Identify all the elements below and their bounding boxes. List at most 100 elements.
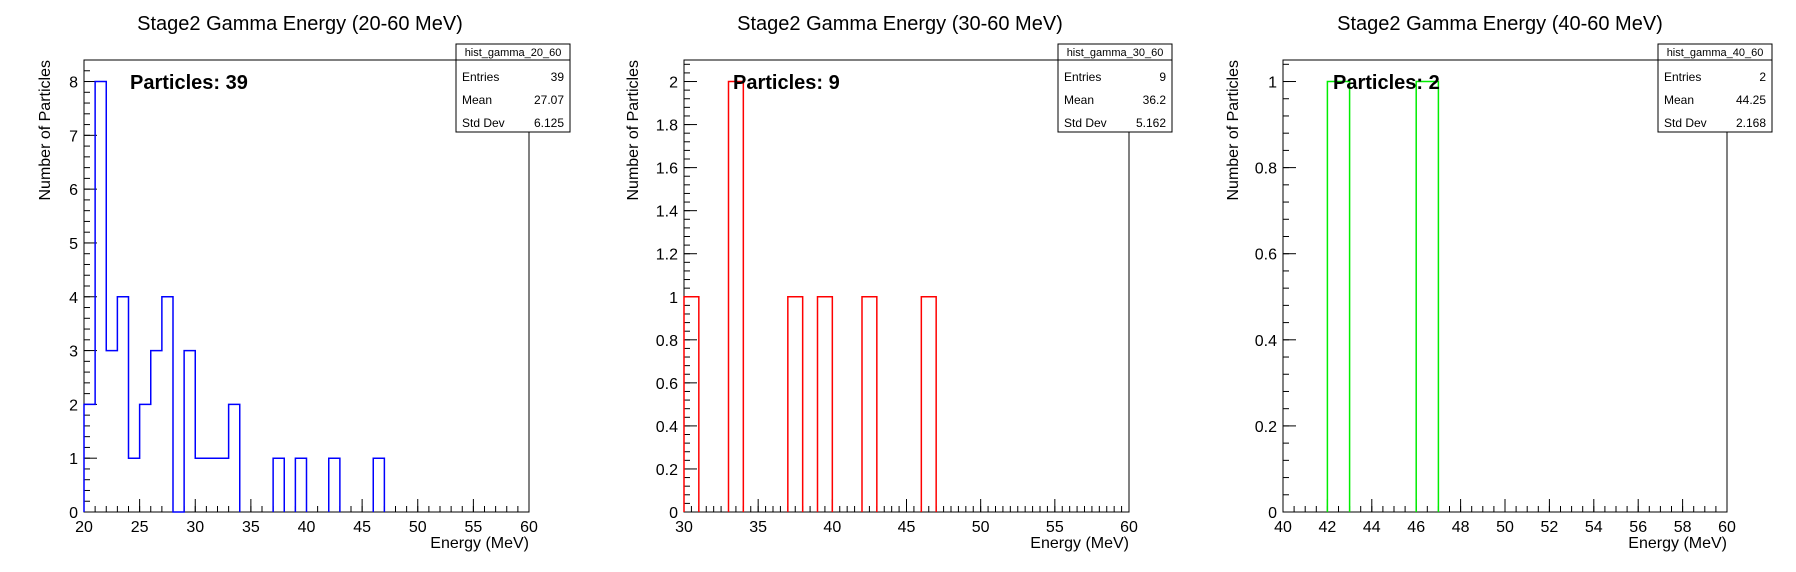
stats-value-stddev: 6.125 [534,116,564,130]
x-tick-label: 35 [749,519,767,536]
y-axis-label: Number of Particles [1225,60,1242,201]
x-tick-label: 55 [464,519,482,536]
x-tick-label: 60 [520,519,538,536]
y-tick-label: 8 [69,75,78,92]
x-tick-label: 60 [1120,519,1138,536]
x-tick-label: 55 [1046,519,1064,536]
y-tick-label: 0.4 [1255,333,1277,350]
y-tick-label: 1.4 [656,204,678,221]
x-axis-label: Energy (MeV) [430,535,529,552]
y-tick-label: 0.4 [656,419,678,436]
stats-box: hist_gamma_20_60 Entries 39 Mean 27.07 S… [455,43,571,133]
y-tick-label: 1.6 [656,161,678,178]
stats-value-mean: 44.25 [1736,93,1766,107]
y-tick-label: 0 [669,505,678,522]
y-tick-label: 7 [69,128,78,145]
x-tick-label: 58 [1674,519,1692,536]
y-tick-label: 5 [69,236,78,253]
y-tick-label: 2 [669,75,678,92]
x-tick-label: 42 [1319,519,1337,536]
stats-label-stddev: Std Dev [1064,116,1107,130]
stats-label-mean: Mean [1064,93,1094,107]
y-tick-label: 0.8 [1255,161,1277,178]
stats-box-name: hist_gamma_20_60 [465,47,562,59]
x-tick-label: 60 [1718,519,1736,536]
x-tick-label: 48 [1452,519,1470,536]
x-tick-label: 56 [1629,519,1647,536]
histogram-panel-1: Stage2 Gamma Energy (20-60 MeV) 20 25 30 35… [37,13,571,552]
x-tick-label: 40 [823,519,841,536]
y-tick-label: 0 [1268,505,1277,522]
y-tick-label: 0.6 [1255,247,1277,264]
x-tick-label: 40 [1274,519,1292,536]
y-axis-label: Number of Particles [625,60,642,201]
y-tick-label: 0.8 [656,333,678,350]
x-axis-label: Energy (MeV) [1030,535,1129,552]
stats-label-entries: Entries [1664,70,1701,84]
y-tick-label: 4 [69,290,78,307]
stats-value-stddev: 5.162 [1136,116,1166,130]
chart-title: Stage2 Gamma Energy (30-60 MeV) [737,13,1063,35]
y-tick-label: 3 [69,344,78,361]
y-tick-label: 6 [69,182,78,199]
particles-annotation: Particles: 39 [130,72,248,94]
y-tick-label: 1.8 [656,118,678,135]
y-tick-label: 1.2 [656,247,678,264]
tick-labels: 40 42 44 46 48 50 52 54 56 58 60 0 0.2 0.4 0.6 0.8 1 [1255,75,1736,536]
x-tick-label: 30 [186,519,204,536]
stats-label-mean: Mean [1664,93,1694,107]
x-tick-label: 44 [1363,519,1381,536]
x-tick-label: 50 [972,519,990,536]
stats-box-frame [1057,43,1173,133]
y-axis-label: Number of Particles [37,60,54,201]
chart-title: Stage2 Gamma Energy (20-60 MeV) [137,13,463,35]
y-tick-label: 1 [69,451,78,468]
y-tick-label: 2 [69,397,78,414]
x-tick-label: 45 [353,519,371,536]
stats-value-entries: 9 [1159,70,1166,84]
histogram-panel-2: Stage2 Gamma Energy (30-60 MeV) 30 35 40 45… [625,13,1173,552]
stats-box-name: hist_gamma_40_60 [1667,47,1764,59]
x-tick-label: 50 [409,519,427,536]
stats-label-mean: Mean [462,93,492,107]
y-tick-label: 0 [69,505,78,522]
stats-label-stddev: Std Dev [1664,116,1707,130]
x-axis-label: Energy (MeV) [1628,535,1727,552]
x-tick-label: 30 [675,519,693,536]
particles-annotation: Particles: 9 [733,72,840,94]
x-tick-label: 52 [1541,519,1559,536]
y-tick-label: 0.6 [656,376,678,393]
chart-title: Stage2 Gamma Energy (40-60 MeV) [1337,13,1663,35]
stats-box-name: hist_gamma_30_60 [1067,47,1164,59]
tick-labels: 30 35 40 45 50 55 60 0 0.2 0.4 0.6 0.8 1 1.2 1.4 1.6 1.8… [656,75,1138,536]
stats-box-frame [455,43,571,133]
stats-box-frame [1657,43,1773,133]
x-tick-label: 46 [1407,519,1425,536]
x-tick-label: 20 [75,519,93,536]
stats-label-entries: Entries [462,70,499,84]
y-tick-label: 0.2 [1255,419,1277,436]
x-tick-label: 45 [898,519,916,536]
x-tick-label: 35 [242,519,260,536]
stats-value-mean: 27.07 [534,93,564,107]
particles-annotation: Particles: 2 [1333,72,1440,94]
stats-value-entries: 39 [551,70,565,84]
histogram-line [83,80,386,513]
stats-box: hist_gamma_40_60 Entries 2 Mean 44.25 St… [1657,43,1773,133]
stats-box: hist_gamma_30_60 Entries 9 Mean 36.2 Std… [1057,43,1173,133]
stats-value-mean: 36.2 [1143,93,1167,107]
y-tick-label: 1 [669,290,678,307]
stats-value-entries: 2 [1759,70,1766,84]
stats-label-stddev: Std Dev [462,116,505,130]
x-tick-label: 40 [298,519,316,536]
histogram-line [683,80,937,512]
y-tick-label: 0.2 [656,462,678,479]
histogram-panel-3: Stage2 Gamma Energy (40-60 MeV) 40 42 44 46… [1225,13,1773,552]
x-tick-label: 54 [1585,519,1603,536]
y-tick-label: 1 [1268,75,1277,92]
x-tick-label: 25 [131,519,149,536]
axes [683,63,1130,513]
histogram-line [1326,80,1440,512]
